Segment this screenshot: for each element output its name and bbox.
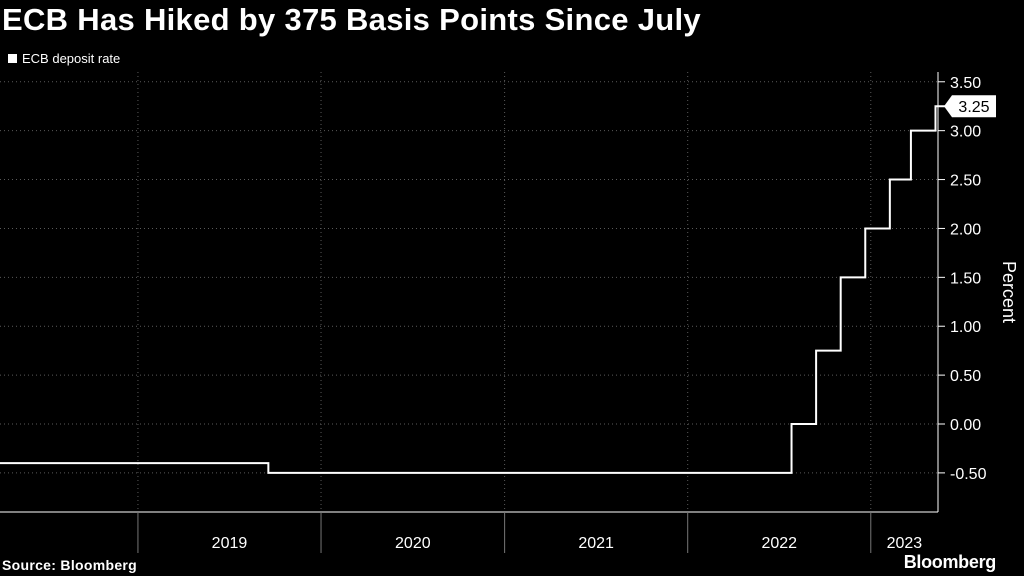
last-value-badge <box>944 95 996 118</box>
y-tick-label: 2.00 <box>950 221 981 238</box>
source-note: Source: Bloomberg <box>2 557 138 573</box>
y-tick-label: 1.50 <box>950 270 981 287</box>
legend-label: ECB deposit rate <box>22 51 121 66</box>
y-tick-label: 0.50 <box>950 368 981 385</box>
x-tick-label: 2020 <box>395 535 431 552</box>
y-tick-label: 0.00 <box>950 417 981 434</box>
legend-swatch <box>8 54 17 63</box>
y-tick-label: 1.00 <box>950 319 981 336</box>
brand-logo: Bloomberg <box>903 552 997 572</box>
x-tick-label: 2022 <box>761 535 797 552</box>
legend: ECB deposit rate <box>8 51 120 66</box>
x-tick-label: 2019 <box>212 535 248 552</box>
series-line <box>0 105 947 474</box>
y-axis-title: Percent <box>999 261 1019 323</box>
y-tick-label: 3.50 <box>950 75 981 92</box>
chart-title: ECB Has Hiked by 375 Basis Points Since … <box>2 2 701 37</box>
x-tick-label: 2021 <box>578 535 614 552</box>
y-tick-label: -0.50 <box>950 466 987 483</box>
y-tick-label: 3.00 <box>950 124 981 141</box>
y-tick-label: 2.50 <box>950 173 981 190</box>
last-value-label: 3.25 <box>958 99 989 116</box>
x-tick-label: 2023 <box>887 535 923 552</box>
